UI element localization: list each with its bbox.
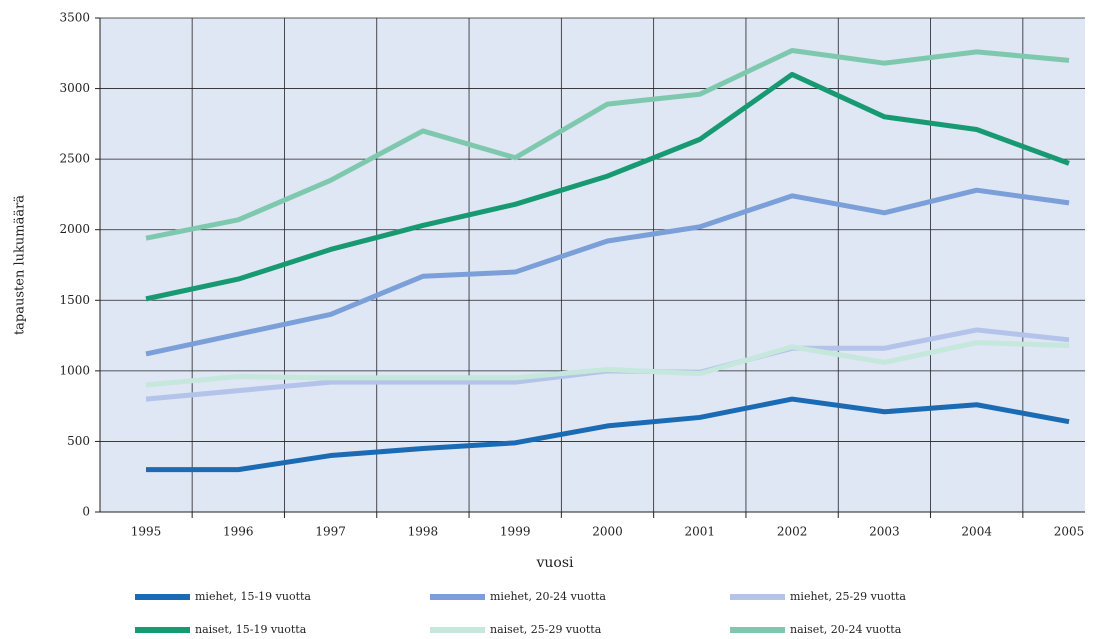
plot-area: [100, 18, 1085, 512]
x-tick-label: 1998: [408, 525, 439, 539]
x-tick-label: 2002: [777, 525, 808, 539]
y-tick-label: 1500: [59, 293, 90, 307]
x-axis-label: vuosi: [535, 555, 574, 571]
series-line: [145, 340, 1070, 388]
legend-label: naiset, 15-19 vuotta: [195, 623, 307, 636]
x-tick-label: 1997: [315, 525, 346, 539]
legend-label: naiset, 25-29 vuotta: [490, 623, 602, 636]
x-tick-label: 1999: [500, 525, 531, 539]
y-tick-label: 2500: [59, 152, 90, 166]
y-tick-label: 2000: [59, 222, 90, 236]
x-tick-label: 2004: [961, 525, 992, 539]
x-tick-label: 2005: [1054, 525, 1085, 539]
y-tick-label: 500: [67, 434, 90, 448]
series-line: [146, 396, 1070, 473]
y-tick-label: 0: [82, 505, 90, 519]
series-line: [145, 187, 1070, 357]
x-tick-label: 1996: [223, 525, 254, 539]
y-axis-label: tapausten lukumäärä: [13, 195, 28, 335]
legend-label: miehet, 15-19 vuotta: [195, 590, 311, 603]
x-tick-label: 2000: [592, 525, 623, 539]
legend-label: naiset, 20-24 vuotta: [790, 623, 902, 636]
series-line: [145, 47, 1070, 241]
x-tick-label: 2001: [685, 525, 716, 539]
legend-label: miehet, 20-24 vuotta: [490, 590, 606, 603]
y-tick-label: 1000: [59, 363, 90, 377]
y-tick-label: 3000: [59, 81, 90, 95]
x-tick-label: 2003: [869, 525, 900, 539]
x-tick-label: 1995: [131, 525, 162, 539]
y-tick-label: 3500: [59, 11, 90, 25]
legend-label: miehet, 25-29 vuotta: [790, 590, 906, 603]
series-line: [145, 71, 1070, 302]
